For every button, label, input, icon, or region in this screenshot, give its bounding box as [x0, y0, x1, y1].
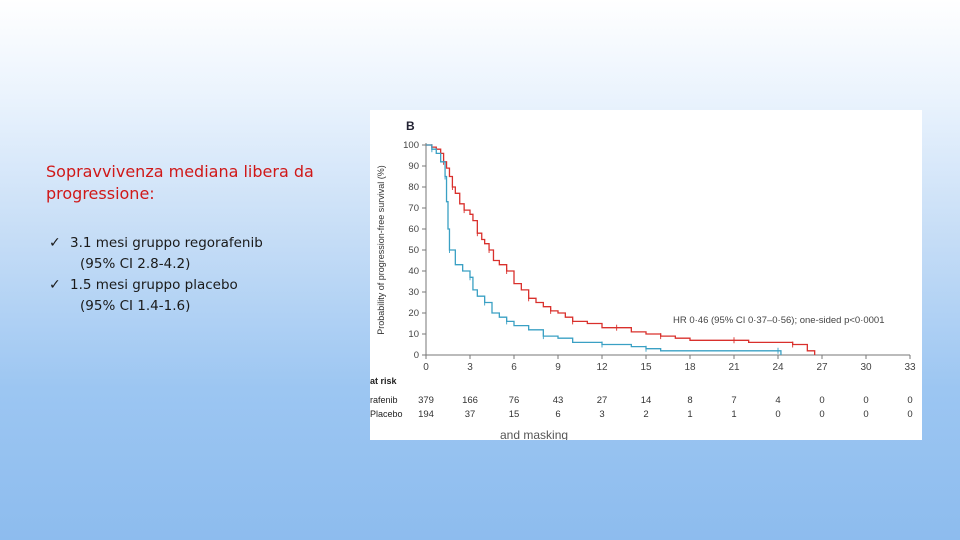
bullet-regorafenib-text: 3.1 mesi gruppo regorafenib — [70, 235, 263, 251]
at-risk-value: 27 — [597, 395, 608, 406]
hr-annotation: HR 0·46 (95% CI 0·37–0·56); one-sided p<… — [673, 315, 885, 326]
bullet-placebo-text: 1.5 mesi gruppo placebo — [70, 277, 238, 293]
x-tick-label: 15 — [640, 362, 652, 373]
x-tick-label: 24 — [772, 362, 784, 373]
y-tick-label: 90 — [408, 161, 419, 172]
at-risk-value: 379 — [418, 395, 434, 406]
pfs-heading: Sopravvivenza mediana libera da progress… — [46, 162, 314, 203]
km-figure: B Probability of progression-free surviv… — [370, 110, 922, 440]
bullet-placebo-ci: (95% CI 1.4-1.6) — [80, 298, 191, 314]
at-risk-label-placebo: Placebo — [370, 409, 403, 419]
at-risk-value: 0 — [907, 409, 912, 420]
bullet-regorafenib: ✓ 3.1 mesi gruppo regorafenib (95% CI 2.… — [46, 233, 346, 275]
at-risk-value: 43 — [553, 395, 564, 406]
at-risk-value: 15 — [509, 409, 520, 420]
y-tick-label: 20 — [408, 308, 419, 319]
y-tick-label: 100 — [403, 140, 419, 151]
check-icon: ✓ — [49, 235, 61, 251]
at-risk-value: 0 — [863, 395, 868, 406]
x-tick-label: 21 — [728, 362, 740, 373]
at-risk-value: 0 — [819, 395, 824, 406]
bottom-text-fragment: and masking — [500, 428, 568, 440]
at-risk-value: 166 — [462, 395, 478, 406]
y-axis-label: Probability of progression-free survival… — [376, 165, 386, 335]
at-risk-value: 14 — [641, 395, 652, 406]
y-tick-label: 70 — [408, 203, 419, 214]
bullet-placebo: ✓ 1.5 mesi gruppo placebo (95% CI 1.4-1.… — [46, 275, 346, 317]
at-risk-value: 194 — [418, 409, 434, 420]
panel-label: B — [406, 119, 415, 133]
at-risk-value: 1 — [731, 409, 736, 420]
at-risk-value: 0 — [775, 409, 780, 420]
check-icon: ✓ — [49, 277, 61, 293]
at-risk-value: 8 — [687, 395, 692, 406]
x-tick-label: 12 — [596, 362, 608, 373]
at-risk-value: 1 — [687, 409, 692, 420]
y-tick-label: 80 — [408, 182, 419, 193]
x-tick-label: 9 — [555, 362, 561, 373]
km-curve-regorafenib — [426, 144, 816, 355]
x-tick-label: 33 — [904, 362, 916, 373]
y-tick-label: 50 — [408, 245, 419, 256]
bullet-list: ✓ 3.1 mesi gruppo regorafenib (95% CI 2.… — [46, 233, 346, 317]
at-risk-label-regorafenib: rafenib — [370, 395, 398, 405]
at-risk-value: 4 — [775, 395, 780, 406]
at-risk-value: 6 — [555, 409, 560, 420]
at-risk-value: 7 — [731, 395, 736, 406]
x-tick-label: 6 — [511, 362, 517, 373]
x-tick-label: 30 — [860, 362, 872, 373]
x-tick-label: 3 — [467, 362, 473, 373]
y-tick-label: 60 — [408, 224, 419, 235]
y-tick-label: 0 — [414, 350, 419, 361]
km-chart: B Probability of progression-free surviv… — [370, 119, 916, 440]
y-tick-label: 40 — [408, 266, 419, 277]
at-risk-value: 37 — [465, 409, 476, 420]
km-curve-placebo — [426, 144, 782, 355]
at-risk-value: 0 — [907, 395, 912, 406]
at-risk-value: 3 — [599, 409, 604, 420]
at-risk-value: 0 — [819, 409, 824, 420]
y-tick-label: 30 — [408, 287, 419, 298]
y-tick-label: 10 — [408, 329, 419, 340]
at-risk-title: at risk — [370, 376, 398, 386]
x-tick-label: 18 — [684, 362, 696, 373]
at-risk-value: 0 — [863, 409, 868, 420]
at-risk-value: 2 — [643, 409, 648, 420]
x-tick-label: 0 — [423, 362, 429, 373]
at-risk-value: 76 — [509, 395, 520, 406]
x-tick-label: 27 — [816, 362, 828, 373]
bullet-regorafenib-ci: (95% CI 2.8-4.2) — [80, 256, 191, 272]
